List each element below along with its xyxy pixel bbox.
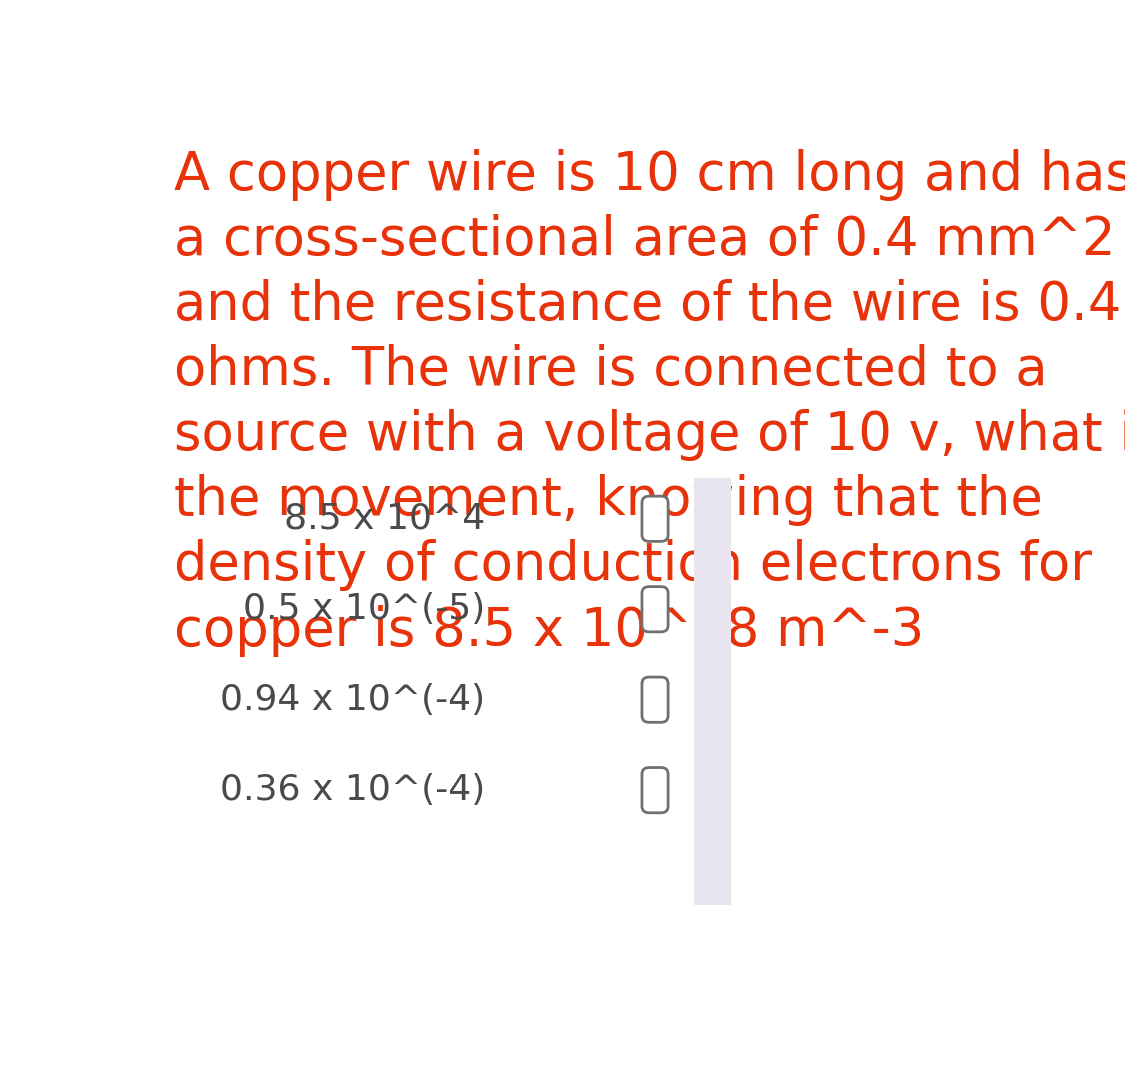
FancyBboxPatch shape xyxy=(694,477,731,906)
Text: 8.5 x 10^4: 8.5 x 10^4 xyxy=(284,502,485,536)
FancyBboxPatch shape xyxy=(642,768,668,813)
FancyBboxPatch shape xyxy=(642,677,668,722)
Text: A copper wire is 10 cm long and has
a cross-sectional area of 0.4 mm^2
and the r: A copper wire is 10 cm long and has a cr… xyxy=(173,148,1125,657)
Text: 0.36 x 10^(-4): 0.36 x 10^(-4) xyxy=(219,773,485,807)
Text: 0.94 x 10^(-4): 0.94 x 10^(-4) xyxy=(219,682,485,717)
FancyBboxPatch shape xyxy=(642,586,668,632)
Text: 0.5 x 10^(-5): 0.5 x 10^(-5) xyxy=(243,593,485,626)
FancyBboxPatch shape xyxy=(642,497,668,541)
